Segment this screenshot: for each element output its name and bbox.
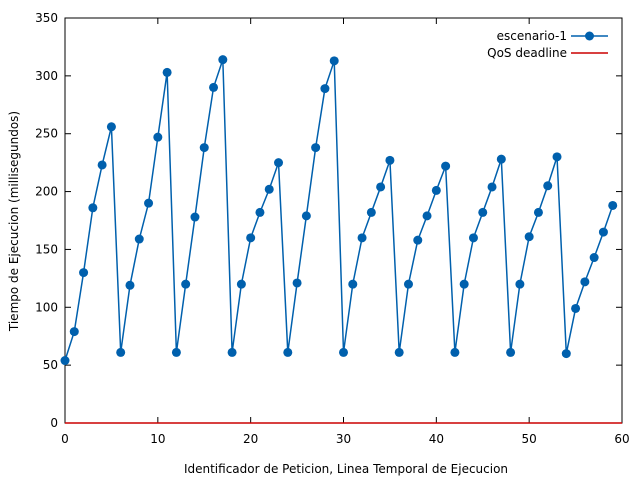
data-point [134,234,144,244]
data-point [459,279,469,289]
data-point [283,347,293,357]
data-point [320,84,330,94]
data-point [561,349,571,359]
data-point [339,347,348,357]
data-point [301,211,311,221]
series-layer [60,55,622,424]
y-tick-label: 250 [35,127,58,141]
data-point [209,82,219,92]
data-point [487,182,497,192]
data-point [236,279,246,289]
data-point [153,132,163,142]
x-axis-ticks: 0 10 20 30 40 50 60 [61,18,630,446]
data-point [255,207,265,217]
data-point [506,347,516,357]
data-point [60,356,70,366]
data-point [543,181,553,191]
data-point [589,253,599,263]
x-axis-label: Identificador de Peticion, Linea Tempora… [184,462,508,476]
x-tick-label: 0 [61,432,69,446]
x-tick-label: 60 [614,432,629,446]
data-point [524,232,534,242]
data-point [190,212,200,222]
legend-marker [585,31,594,41]
data-point [366,207,376,217]
data-point [608,200,618,210]
data-point [144,198,154,208]
data-point [394,347,404,357]
data-point [125,280,135,290]
legend-label: escenario-1 [497,29,567,43]
data-point [515,279,525,289]
data-point [274,158,284,168]
data-point [357,233,367,243]
data-point [79,268,89,278]
y-tick-label: 300 [35,69,58,83]
y-tick-label: 0 [50,416,58,430]
x-tick-label: 30 [336,432,351,446]
data-point [199,143,209,153]
data-point [552,152,562,162]
data-point [468,233,478,243]
data-point [106,122,116,132]
data-point [97,160,107,170]
data-point [441,161,451,171]
data-point [348,279,358,289]
data-point [218,55,228,65]
data-point [385,155,395,165]
series-1 [60,55,618,366]
data-point [533,207,543,217]
data-point [431,185,441,195]
data-point [246,233,256,243]
data-point [116,347,126,357]
data-point [181,279,191,289]
data-point [450,347,460,357]
y-tick-label: 150 [35,242,58,256]
data-point [580,277,590,287]
data-point [311,143,321,153]
data-point [69,327,79,337]
data-point [171,347,181,357]
plot-frame [64,17,623,424]
y-tick-label: 200 [35,185,58,199]
plot-area [64,17,623,424]
x-tick-label: 20 [243,432,258,446]
y-axis-ticks: 0 50 100 150 200 250 300 350 [35,11,622,430]
data-point [227,347,237,357]
y-axis-label: Tiempo de Ejecucion (millisegundos) [7,111,21,332]
data-point [376,182,386,192]
data-point [478,207,488,217]
series-line [64,59,614,361]
data-point [571,303,581,313]
data-point [292,278,302,288]
x-tick-label: 40 [429,432,444,446]
data-point [496,154,506,164]
data-point [413,235,423,245]
x-tick-label: 50 [522,432,537,446]
legend: escenario-1 QoS deadline [487,29,608,60]
data-point [329,56,339,66]
x-tick-label: 10 [150,432,165,446]
data-point [264,184,274,194]
legend-label: QoS deadline [487,46,567,60]
data-point [88,203,98,213]
data-point [598,227,608,237]
y-tick-label: 50 [43,358,58,372]
y-tick-label: 350 [35,11,58,25]
data-point [162,67,172,77]
data-point [422,211,432,221]
data-point [403,279,413,289]
y-tick-label: 100 [35,300,58,314]
